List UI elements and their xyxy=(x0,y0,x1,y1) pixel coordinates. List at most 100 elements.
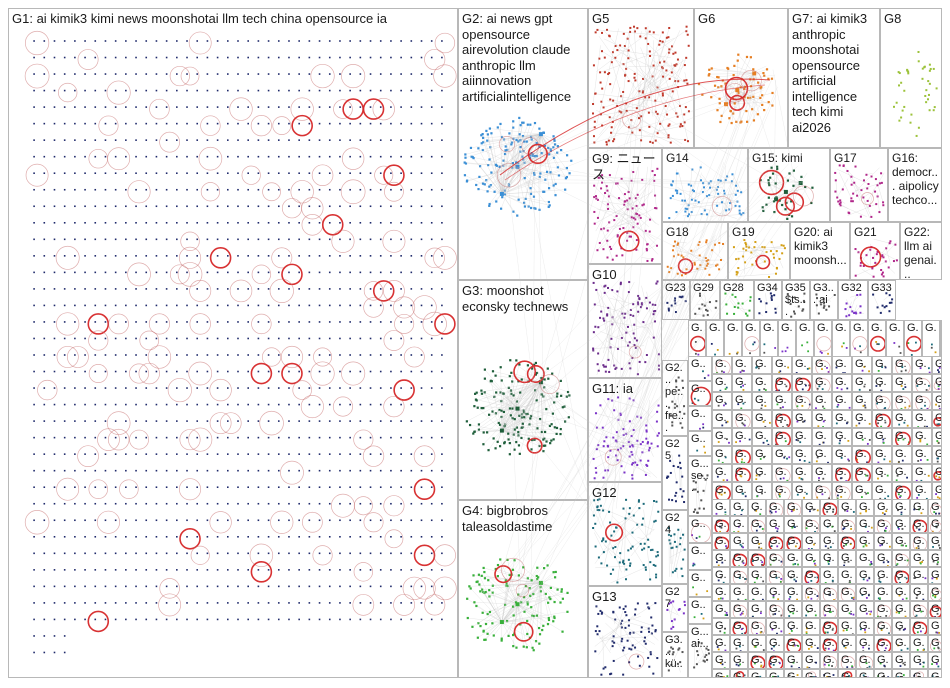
group-panel-small: G. xyxy=(812,392,832,410)
vertex xyxy=(902,388,905,390)
edge xyxy=(508,604,518,636)
vertex xyxy=(522,411,526,414)
vertex xyxy=(663,60,666,63)
vertex xyxy=(546,367,549,370)
vertex xyxy=(677,253,680,256)
vertex xyxy=(33,56,35,59)
vertex xyxy=(165,271,168,274)
vertex xyxy=(379,106,382,108)
vertex xyxy=(318,486,321,489)
vertex xyxy=(893,105,896,108)
edge xyxy=(488,579,518,605)
group-panel-g8: G8 xyxy=(880,8,942,148)
vertex xyxy=(390,535,392,538)
vertex xyxy=(473,430,476,433)
vertex xyxy=(851,200,854,203)
vertex xyxy=(699,427,701,430)
vertex xyxy=(648,665,651,668)
vertex xyxy=(773,210,776,214)
vertex xyxy=(277,519,280,522)
vertex xyxy=(308,238,311,241)
edge xyxy=(484,378,518,409)
vertex xyxy=(769,292,772,295)
vertex xyxy=(186,56,188,59)
vertex xyxy=(742,212,745,215)
edge xyxy=(610,189,653,250)
vertex xyxy=(390,122,392,125)
vertex xyxy=(114,89,117,92)
vertex xyxy=(74,453,76,455)
vertex xyxy=(400,155,402,158)
vertex xyxy=(155,172,158,175)
vertex xyxy=(441,420,443,422)
group-label-small: G. xyxy=(775,376,787,388)
vertex xyxy=(94,139,97,141)
vertex xyxy=(227,602,229,604)
vertex xyxy=(33,155,35,158)
group-graph-g23 xyxy=(666,295,687,317)
vertex xyxy=(676,172,679,175)
vertex xyxy=(267,403,270,406)
vertex xyxy=(247,56,249,59)
vertex xyxy=(257,122,260,125)
self-loop xyxy=(501,557,526,582)
vertex xyxy=(639,306,642,309)
vertex xyxy=(535,574,538,578)
vertex xyxy=(277,89,280,92)
vertex xyxy=(786,217,789,220)
vertex xyxy=(43,453,46,455)
group-panel-small: G. xyxy=(732,374,752,392)
vertex xyxy=(600,673,603,676)
vertex xyxy=(534,207,537,210)
vertex xyxy=(561,597,564,600)
vertex xyxy=(656,244,659,247)
vertex xyxy=(724,402,727,405)
self-loop xyxy=(715,360,731,373)
vertex xyxy=(776,165,779,168)
vertex xyxy=(481,590,485,594)
vertex xyxy=(379,172,382,175)
vertex xyxy=(145,436,148,439)
vertex xyxy=(410,337,413,340)
vertex xyxy=(33,651,35,654)
vertex xyxy=(592,514,595,517)
vertex xyxy=(328,271,331,274)
edge xyxy=(516,382,542,402)
vertex xyxy=(687,110,690,113)
vertex xyxy=(764,405,767,407)
vertex xyxy=(593,120,596,123)
vertex xyxy=(703,655,706,658)
vertex xyxy=(237,139,239,141)
vertex xyxy=(410,403,413,406)
edge xyxy=(540,381,567,397)
vertex xyxy=(369,155,372,158)
vertex xyxy=(679,467,682,470)
edge xyxy=(695,643,702,661)
vertex xyxy=(629,445,632,448)
vertex xyxy=(186,502,188,505)
vertex xyxy=(743,239,746,242)
vertex xyxy=(359,337,362,340)
vertex xyxy=(928,109,931,112)
group-label-small: G.. xyxy=(691,545,706,557)
edge xyxy=(624,317,626,343)
vertex xyxy=(247,172,249,175)
vertex xyxy=(600,187,603,190)
self-loop xyxy=(106,411,131,435)
vertex xyxy=(645,424,648,427)
vertex xyxy=(135,40,137,42)
vertex xyxy=(797,305,800,308)
vertex xyxy=(114,403,117,406)
edge xyxy=(501,418,515,431)
vertex xyxy=(328,552,331,555)
vertex xyxy=(155,106,158,108)
vertex xyxy=(866,199,869,202)
vertex xyxy=(522,409,525,412)
vertex xyxy=(599,609,602,612)
vertex xyxy=(667,651,670,654)
vertex xyxy=(508,375,511,378)
vertex xyxy=(655,500,658,503)
vertex xyxy=(186,569,188,571)
vertex xyxy=(513,418,516,421)
vertex xyxy=(481,588,484,591)
